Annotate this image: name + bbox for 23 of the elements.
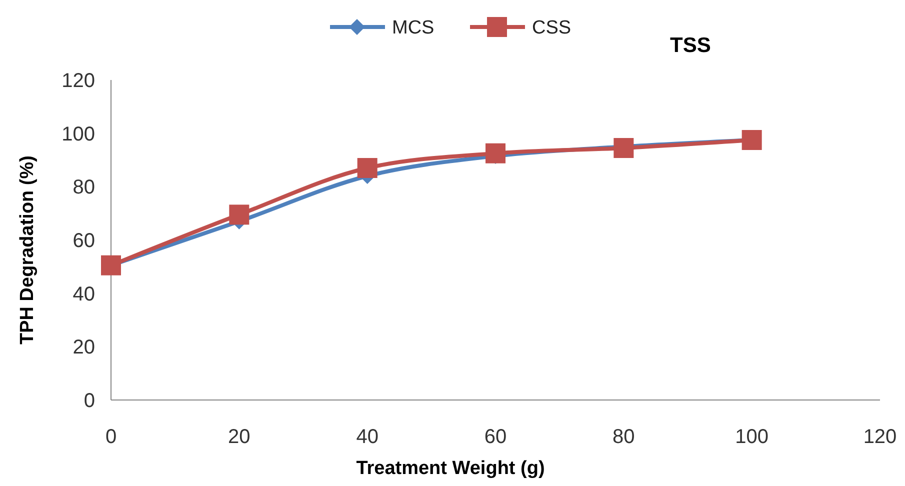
x-tick-label: 60 (484, 426, 507, 448)
x-tick-label: 80 (612, 426, 635, 448)
text: TSS (670, 34, 711, 57)
x-tick-label: 120 (863, 426, 897, 448)
point (486, 143, 506, 164)
legend-label: CSS (532, 18, 572, 39)
y-tick-label: 80 (72, 176, 95, 199)
point (614, 138, 634, 158)
x-axis-title: Treatment Weight (g) (356, 458, 545, 479)
y-tick-label: 20 (72, 336, 95, 359)
x-tick-label: 100 (735, 426, 769, 448)
point (357, 158, 378, 178)
point (229, 204, 250, 225)
y-axis-title: TPH Degradation (%) (17, 156, 38, 344)
y-tick-label: 100 (62, 123, 95, 146)
y-tick-label: 120 (62, 70, 95, 92)
y-tick-label: 60 (72, 230, 95, 252)
x-tick-label: 0 (105, 426, 117, 448)
x-tick-label: 40 (356, 426, 378, 448)
y-tick-label: 0 (84, 390, 95, 412)
x-tick-label: 20 (228, 426, 250, 448)
legend-label: MCS (392, 18, 434, 39)
y-tick-label: 40 (72, 283, 95, 306)
